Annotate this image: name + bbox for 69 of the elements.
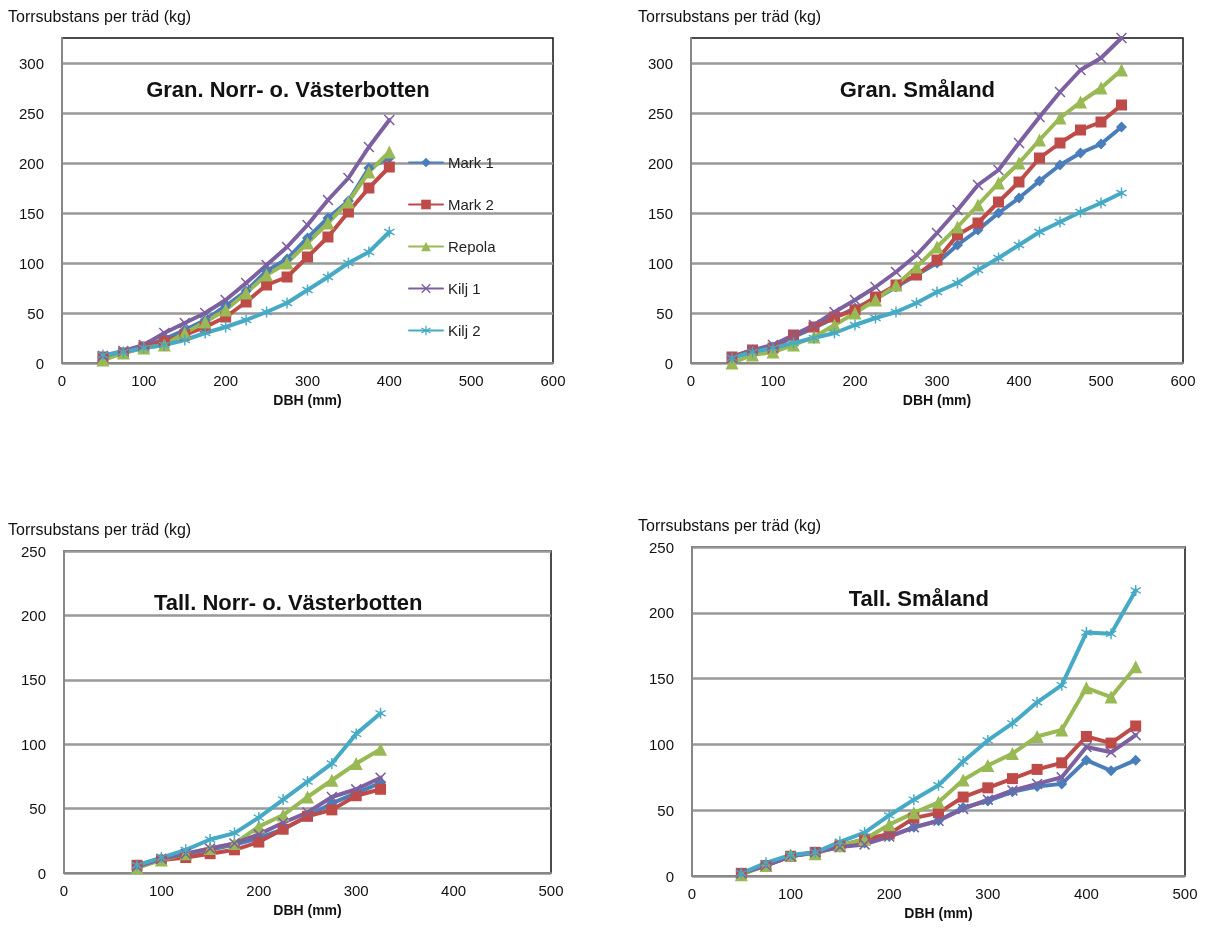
x-tick-label: 0 [57, 372, 67, 389]
x-tick-label: 0 [59, 882, 69, 899]
legend-label: Repola [448, 238, 497, 255]
x-tick-label: 300 [343, 882, 369, 899]
legend-label: Kilj 1 [448, 280, 481, 297]
y-tick-label: 200 [647, 154, 673, 172]
x-tick-label: 0 [687, 885, 697, 902]
x-tick-label: 500 [1172, 885, 1198, 902]
x-tick-label: 500 [538, 882, 564, 899]
y-tick-label: 300 [18, 54, 44, 72]
x-tick-label: 400 [1006, 372, 1032, 389]
x-axis-title: DBH (mm) [904, 904, 973, 921]
x-tick-label: 100 [760, 372, 786, 389]
y-axis-title: Torrsubstans per träd (kg) [8, 520, 192, 538]
x-tick-label: 500 [458, 372, 484, 389]
y-tick-label: 0 [664, 354, 673, 372]
y-tick-label: 50 [29, 800, 46, 818]
y-axis-title: Torrsubstans per träd (kg) [8, 7, 192, 25]
legend-label: Mark 2 [448, 196, 494, 213]
x-tick-label: 300 [975, 885, 1001, 902]
text: Tall. Småland [848, 585, 989, 611]
y-tick-label: 300 [647, 54, 673, 72]
y-tick-label: 150 [647, 204, 673, 222]
y-tick-label: 0 [35, 354, 44, 372]
legend-label: Mark 1 [448, 154, 494, 171]
y-tick-label: 100 [648, 735, 674, 753]
y-tick-label: 150 [648, 670, 674, 688]
y-tick-label: 100 [20, 735, 46, 753]
legend-label: Kilj 2 [448, 322, 481, 339]
x-tick-label: 100 [148, 882, 174, 899]
y-tick-label: 100 [18, 254, 44, 272]
y-tick-label: 50 [27, 304, 44, 322]
x-tick-label: 600 [1170, 372, 1196, 389]
y-tick-label: 150 [18, 204, 44, 222]
y-tick-label: 200 [18, 154, 44, 172]
x-tick-label: 100 [131, 372, 157, 389]
y-tick-label: 250 [20, 542, 46, 560]
x-tick-label: 300 [294, 372, 321, 389]
x-tick-label: 400 [1073, 885, 1099, 902]
text: Gran. Norr- o. Västerbotten [146, 76, 430, 102]
y-axis-title: Torrsubstans per träd (kg) [638, 7, 822, 25]
y-tick-label: 50 [657, 801, 674, 819]
x-tick-label: 100 [778, 885, 804, 902]
x-tick-label: 600 [540, 372, 566, 389]
y-tick-label: 250 [647, 104, 673, 122]
y-tick-label: 50 [656, 304, 673, 322]
x-tick-label: 200 [876, 885, 902, 902]
y-tick-label: 200 [20, 606, 46, 624]
x-tick-label: 200 [842, 372, 868, 389]
x-tick-label: 500 [1088, 372, 1114, 389]
y-tick-label: 0 [37, 864, 46, 882]
x-tick-label: 200 [246, 882, 272, 899]
x-tick-label: 0 [686, 372, 696, 389]
x-tick-label: 300 [924, 372, 950, 389]
y-axis-title: Torrsubstans per träd (kg) [638, 516, 822, 534]
x-axis-title: DBH (mm) [273, 391, 342, 408]
x-tick-label: 400 [441, 882, 467, 899]
y-tick-label: 200 [648, 604, 674, 622]
y-tick-label: 100 [647, 254, 673, 272]
y-tick-label: 250 [18, 104, 44, 122]
y-tick-label: 150 [20, 671, 46, 689]
text: Gran. Småland [839, 76, 996, 102]
x-axis-title: DBH (mm) [902, 391, 972, 408]
y-tick-label: 0 [665, 867, 674, 885]
x-tick-label: 200 [213, 372, 239, 389]
x-tick-label: 400 [376, 372, 402, 389]
text: Tall. Norr- o. Västerbotten [153, 589, 423, 615]
y-tick-label: 250 [648, 538, 674, 556]
x-axis-title: DBH (mm) [273, 901, 342, 918]
